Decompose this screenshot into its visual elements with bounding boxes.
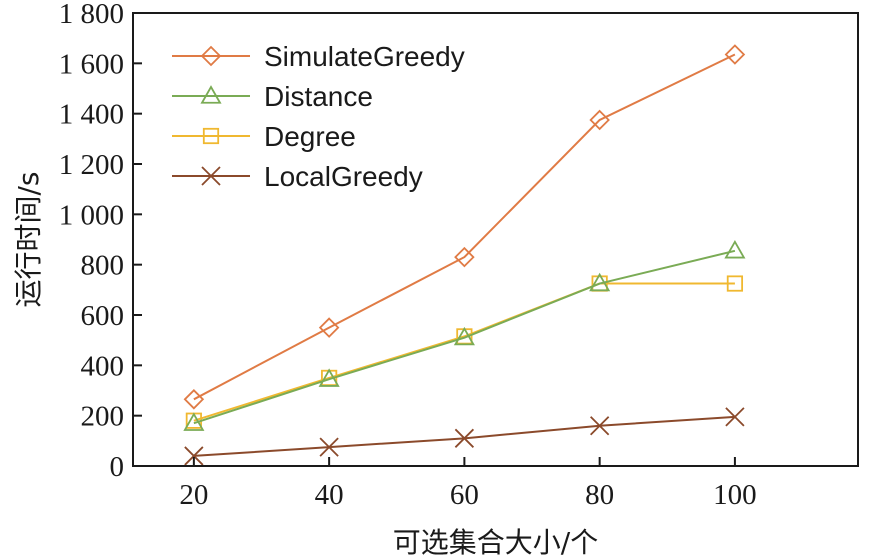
x-tick-label: 60 (450, 479, 479, 511)
y-tick-label: 1 200 (59, 149, 124, 181)
legend-label: Distance (264, 81, 373, 112)
y-tick-label: 1 400 (59, 99, 124, 131)
legend-label: SimulateGreedy (264, 41, 465, 72)
legend-label: Degree (264, 121, 356, 152)
plot-frame (132, 12, 859, 467)
data-point (590, 416, 610, 436)
series-line (193, 282, 735, 422)
legend-item: SimulateGreedy (172, 41, 465, 72)
data-point (454, 428, 475, 448)
data-point (725, 407, 745, 427)
x-axis-title: 可选集合大小/个 (393, 526, 598, 559)
legend-label: LocalGreedy (264, 161, 423, 192)
data-point (726, 275, 744, 292)
data-point (183, 412, 205, 431)
series-line (193, 415, 735, 457)
y-tick-label: 600 (81, 300, 125, 332)
y-tick-label: 1 800 (59, 0, 124, 30)
data-point (453, 326, 475, 346)
y-tick-label: 1 000 (59, 199, 124, 231)
axes: 0 200 400 600 800 1 000 1 200 1 400 1 600 1 800 20… (59, 0, 859, 511)
legend-marker (201, 166, 221, 186)
x-tick-label: 20 (179, 479, 208, 511)
data-point (319, 437, 339, 457)
y-tick-label: 1 600 (59, 48, 124, 80)
y-axis-title: 运行时间/s (12, 171, 45, 307)
legend-item: Distance (172, 81, 373, 112)
series-layer (183, 44, 746, 466)
legend-marker (202, 127, 220, 145)
x-tick-label: 100 (713, 479, 757, 511)
data-point (724, 44, 746, 65)
series-LocalGreedy (184, 407, 745, 466)
legend-marker (200, 85, 222, 104)
data-point (318, 317, 340, 338)
x-tick-label: 80 (585, 479, 614, 511)
series-line (193, 53, 736, 401)
legend-item: Degree (172, 121, 356, 152)
legend-item: LocalGreedy (172, 161, 423, 192)
data-point (724, 240, 746, 259)
x-tick-label: 40 (315, 479, 344, 511)
data-point (184, 446, 204, 466)
series-Distance (183, 240, 746, 431)
data-point (454, 246, 475, 268)
data-point (589, 272, 611, 292)
y-tick-label: 800 (81, 250, 125, 282)
series-line (193, 249, 736, 425)
series-Degree (185, 275, 744, 429)
series-SimulateGreedy (183, 44, 746, 410)
legend-marker (200, 45, 222, 67)
legend: SimulateGreedy Distance Degree LocalGreedy (172, 41, 465, 192)
data-point (589, 109, 610, 131)
y-tick-label: 200 (81, 401, 125, 433)
data-point (183, 389, 205, 410)
y-tick-label: 0 (110, 451, 125, 483)
y-tick-label: 400 (81, 350, 125, 382)
data-point (318, 368, 340, 387)
